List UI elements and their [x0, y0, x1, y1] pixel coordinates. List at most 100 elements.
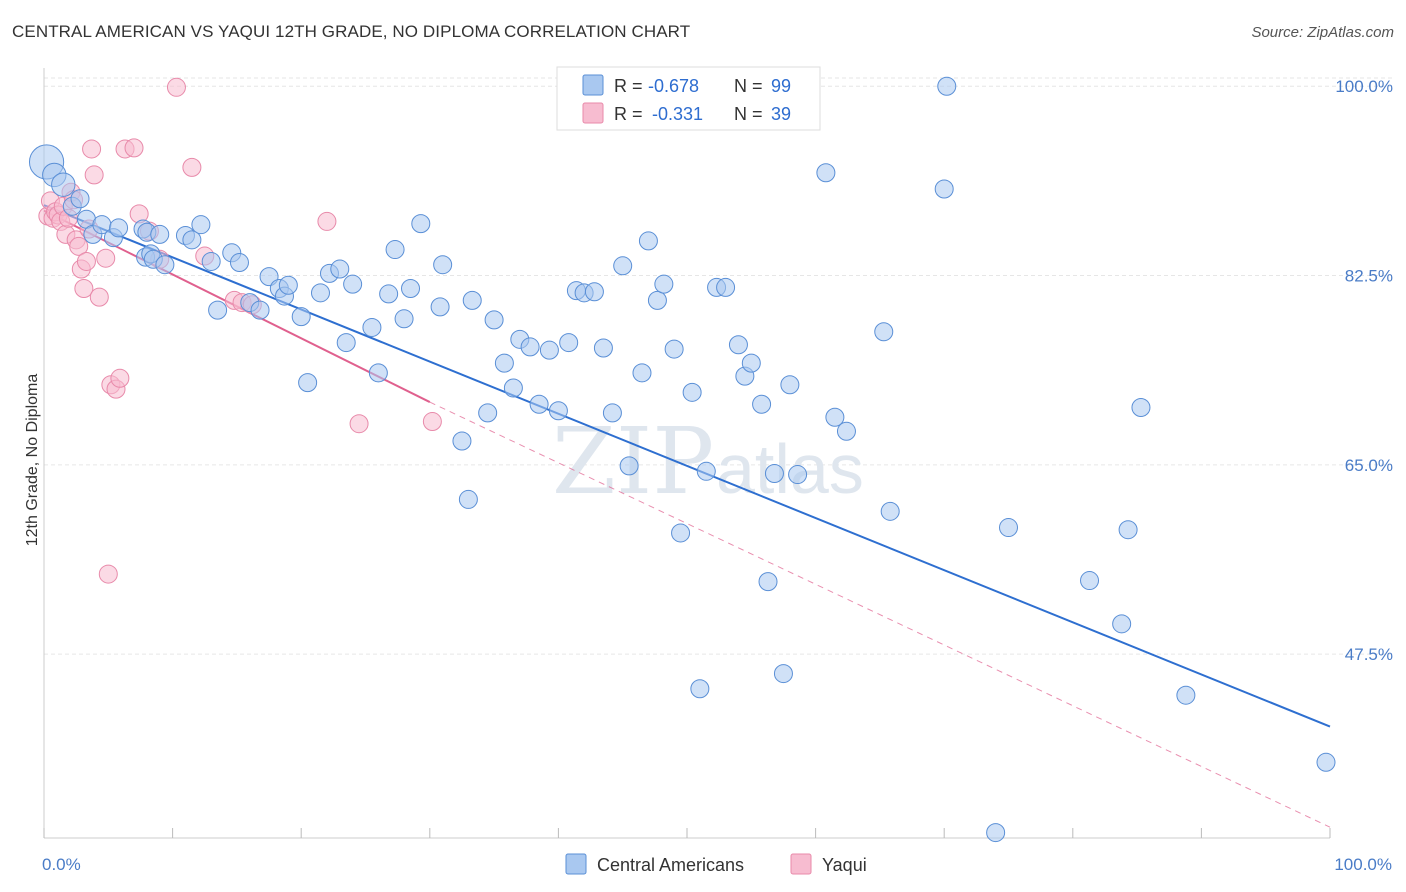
central-american-point [452, 431, 472, 451]
yaqui-points [38, 77, 442, 584]
central-american-point [155, 255, 175, 275]
series-legend: Central Americans Yaqui [565, 853, 867, 875]
y-tick-label: 100.0% [1335, 77, 1393, 96]
central-american-point [394, 309, 414, 329]
central-american-point [788, 465, 808, 485]
central-american-point [298, 373, 318, 393]
central-american-point [150, 224, 170, 244]
central-american-point [1316, 752, 1336, 772]
legend-r-label-2: R = [614, 104, 643, 124]
bottom-legend-yaqui: Yaqui [822, 855, 867, 875]
central-american-point [529, 394, 549, 414]
central-american-point [999, 518, 1018, 538]
central-american-point [671, 523, 691, 543]
central-american-point [632, 363, 652, 383]
yaqui-point [89, 287, 109, 307]
y-tick-label: 82.5% [1345, 267, 1393, 286]
legend-r-value-1: -0.678 [648, 76, 699, 96]
chart-title: CENTRAL AMERICAN VS YAQUI 12TH GRADE, NO… [12, 22, 691, 41]
central-american-point [520, 337, 540, 357]
yaqui-point [96, 248, 116, 268]
grid-lines [44, 77, 1392, 655]
central-american-point [584, 282, 604, 302]
trend-line-central-americans [43, 204, 1331, 728]
central-american-point [51, 172, 76, 197]
central-american-point [462, 290, 482, 310]
central-american-point [593, 338, 613, 358]
central-american-point [368, 363, 388, 383]
central-american-point [478, 403, 498, 423]
central-american-point [191, 215, 211, 235]
yaqui-point [124, 138, 144, 158]
yaqui-point [110, 368, 130, 388]
central-american-point [602, 403, 622, 423]
central-american-point [764, 463, 784, 483]
y-tick-label: 47.5% [1345, 645, 1393, 664]
central-american-point [638, 231, 658, 251]
central-american-point [430, 297, 450, 317]
x-tick-label-max: 100.0% [1334, 855, 1392, 874]
central-american-point [728, 335, 748, 355]
central-american-point [1080, 571, 1100, 591]
central-american-point [484, 310, 504, 330]
yaqui-point [76, 251, 96, 271]
central-american-point [816, 163, 836, 183]
yaqui-point [82, 139, 102, 159]
central-american-point [1112, 614, 1132, 634]
central-american-point [664, 339, 684, 359]
y-tick-label: 65.0% [1345, 456, 1393, 475]
stats-legend: R = -0.678 N = 99 R = -0.331 N = 39 [556, 66, 821, 131]
legend-r-value-2: -0.331 [652, 104, 703, 124]
trend-line-yaqui-dashed [429, 401, 1331, 828]
central-american-point [343, 274, 363, 294]
central-american-point [780, 375, 800, 395]
central-american-point [613, 256, 633, 276]
central-american-point [758, 572, 778, 592]
central-american-point [559, 333, 579, 353]
central-american-point [874, 322, 894, 342]
bottom-legend-central-americans: Central Americans [597, 855, 744, 875]
central-american-point [291, 307, 311, 327]
central-american-point [690, 679, 710, 699]
central-american-point [433, 255, 453, 275]
central-american-point [182, 230, 202, 250]
central-american-point [278, 275, 298, 295]
central-american-point [937, 76, 957, 96]
central-american-point [503, 378, 523, 398]
central-american-point [880, 501, 900, 521]
central-american-point [70, 189, 90, 209]
central-american-point [825, 407, 845, 427]
yaqui-point [166, 77, 186, 97]
yaqui-point [349, 414, 369, 434]
central-american-point [619, 456, 639, 476]
central-american-point [1118, 520, 1138, 540]
central-american-point [836, 421, 856, 441]
central-american-point [494, 353, 514, 373]
central-american-point [773, 664, 793, 684]
central-american-point [934, 179, 954, 199]
x-tick-label-min: 0.0% [42, 855, 81, 874]
yaqui-point [69, 236, 89, 256]
central-american-point [109, 218, 129, 238]
bottom-legend-swatch-central-americans [565, 853, 587, 875]
central-american-point [229, 253, 249, 273]
central-american-point [1131, 397, 1151, 417]
central-american-point [336, 333, 356, 353]
central-american-point [330, 259, 350, 279]
legend-n-value-1: 99 [771, 76, 791, 96]
legend-r-label-1: R = [614, 76, 643, 96]
central-american-point [752, 394, 772, 414]
central-american-point [379, 284, 399, 304]
central-american-point [548, 401, 568, 421]
legend-swatch-central-americans [582, 74, 604, 96]
yaqui-point [317, 211, 337, 231]
central-american-point [208, 300, 228, 320]
central-american-point [696, 461, 716, 481]
central-american-point [654, 274, 674, 294]
central-american-point [458, 489, 478, 509]
central-american-point [310, 283, 330, 303]
yaqui-point [182, 157, 202, 177]
central-american-point [201, 251, 221, 271]
central-american-point [647, 290, 667, 310]
